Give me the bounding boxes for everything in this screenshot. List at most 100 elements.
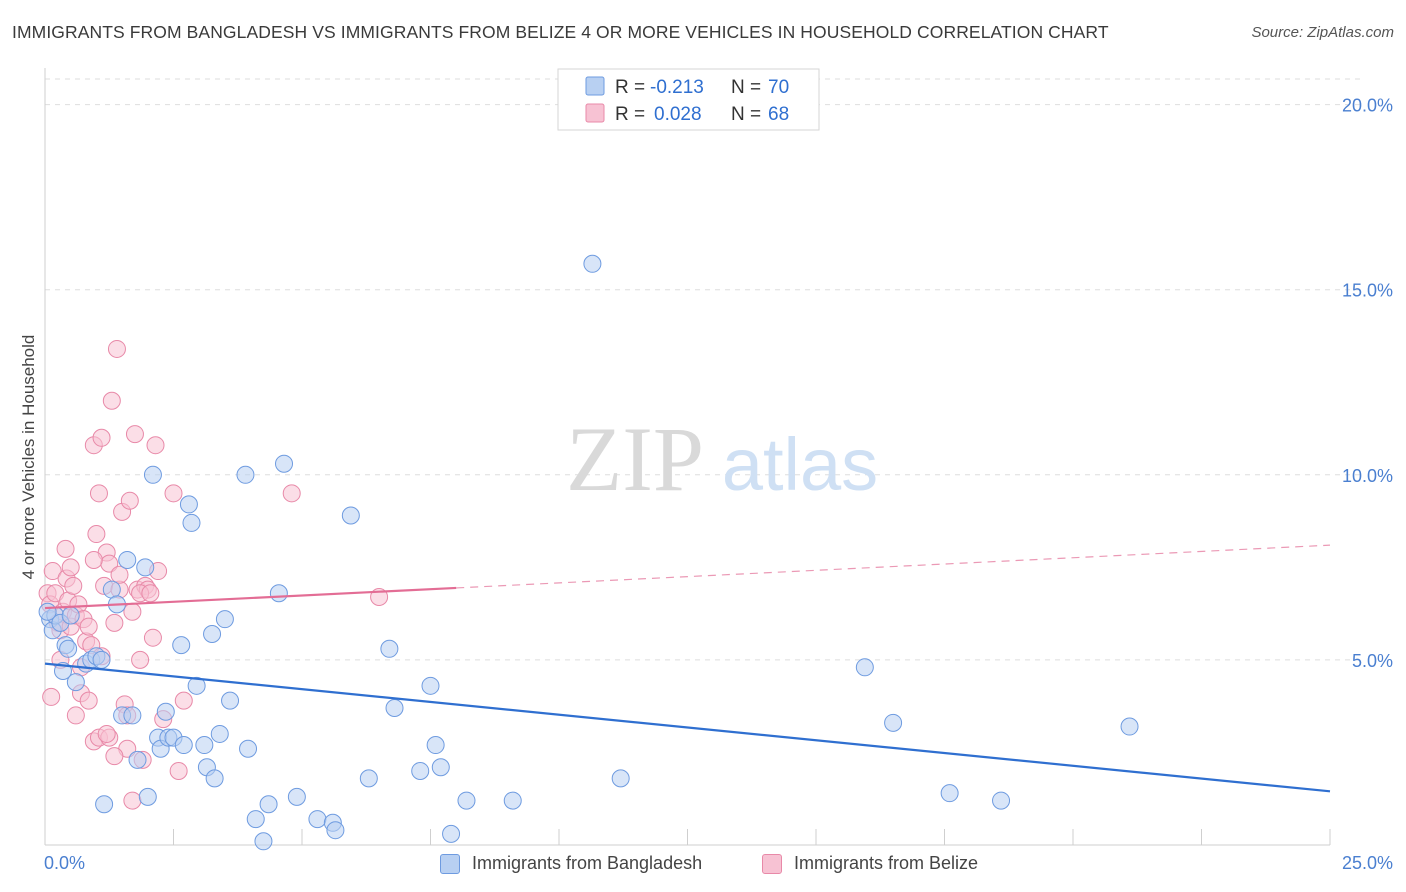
point-bangladesh-24: [156, 702, 175, 721]
point-belize-28: [102, 391, 121, 410]
point-bangladesh-17: [123, 706, 142, 725]
point-bangladesh-53: [385, 699, 404, 718]
chart-title: IMMIGRANTS FROM BANGLADESH VS IMMIGRANTS…: [12, 22, 1109, 42]
y-tick-label-0: 5.0%: [1352, 651, 1393, 671]
point-bangladesh-58: [442, 824, 461, 843]
point-bangladesh-12: [95, 795, 114, 814]
legend-n-value-belize: 68: [768, 104, 789, 125]
point-belize-35: [120, 491, 139, 510]
point-bangladesh-40: [239, 739, 258, 758]
point-bangladesh-6: [61, 606, 80, 625]
point-bangladesh-5: [59, 639, 78, 658]
point-bangladesh-28: [174, 736, 193, 755]
point-bangladesh-51: [359, 769, 378, 788]
point-bangladesh-65: [940, 784, 959, 803]
point-belize-58: [123, 791, 142, 810]
y-tick-label-1: 10.0%: [1342, 466, 1393, 486]
x-tick-label-1: 25.0%: [1342, 853, 1393, 873]
point-bangladesh-20: [138, 787, 157, 806]
x-tick-labels: 0.0% 25.0%: [44, 853, 1393, 873]
point-bangladesh-41: [246, 810, 265, 829]
source-label: Source: ZipAtlas.com: [1251, 24, 1394, 41]
point-bangladesh-61: [583, 254, 602, 273]
legend-r-label-belize: R =: [615, 104, 645, 125]
point-bangladesh-7: [66, 673, 85, 692]
x-tick-label-0: 0.0%: [44, 853, 85, 873]
point-belize-44: [146, 436, 165, 455]
series-bangladesh-points: [38, 254, 1139, 851]
point-bangladesh-30: [182, 513, 201, 532]
point-belize-18: [79, 617, 98, 636]
point-bangladesh-54: [411, 761, 430, 780]
grid-lines: [45, 78, 1365, 661]
trend-lines: [44, 544, 1331, 793]
point-belize-30: [107, 339, 126, 358]
point-bangladesh-49: [326, 821, 345, 840]
trend-line-bangladesh: [44, 662, 1331, 793]
point-belize-2: [42, 687, 61, 706]
point-bangladesh-35: [205, 769, 224, 788]
point-bangladesh-44: [269, 584, 288, 603]
point-bangladesh-47: [308, 810, 327, 829]
legend-swatch-bangladesh: [440, 853, 460, 874]
point-bangladesh-55: [421, 676, 440, 695]
point-bangladesh-39: [236, 465, 255, 484]
legend-n-value-bangladesh: 70: [768, 77, 789, 98]
point-belize-12: [64, 576, 83, 595]
point-bangladesh-29: [179, 495, 198, 514]
point-bangladesh-21: [143, 465, 162, 484]
point-belize-22: [89, 484, 108, 503]
y-tick-label-2: 15.0%: [1342, 281, 1393, 301]
point-bangladesh-46: [287, 787, 306, 806]
point-belize-57: [105, 747, 124, 766]
point-bangladesh-45: [275, 454, 294, 473]
point-bangladesh-19: [136, 558, 155, 577]
watermark-zip: ZIP: [566, 408, 704, 510]
point-belize-8: [56, 539, 75, 558]
point-bangladesh-32: [195, 736, 214, 755]
y-axis-label: 4 or more Vehicles in Household: [19, 335, 38, 580]
legend-label-bangladesh: Immigrants from Bangladesh: [472, 853, 703, 873]
point-belize-29: [105, 613, 124, 632]
legend-r-value-bangladesh: -0.213: [650, 77, 704, 98]
point-bangladesh-27: [172, 636, 191, 655]
point-bangladesh-52: [380, 639, 399, 658]
legend-swatch-belize: [585, 103, 605, 123]
point-bangladesh-43: [259, 795, 278, 814]
point-bangladesh-56: [426, 736, 445, 755]
point-belize-37: [125, 425, 144, 444]
point-belize-59: [61, 558, 80, 577]
legend-n-label-belize: N =: [731, 104, 761, 125]
legend-label-belize: Immigrants from Belize: [794, 853, 979, 873]
point-belize-52: [66, 706, 85, 725]
legend-n-label-bangladesh: N =: [731, 77, 761, 98]
point-bangladesh-42: [254, 832, 273, 851]
point-bangladesh-59: [457, 791, 476, 810]
legend-bottom: Immigrants from Bangladesh Immigrants fr…: [0, 850, 1406, 880]
legend-item-belize: Immigrants from Belize: [762, 853, 978, 874]
point-belize-43: [143, 628, 162, 647]
point-belize-49: [174, 691, 193, 710]
point-belize-23: [92, 428, 111, 447]
y-tick-labels: 5.0% 10.0% 15.0% 20.0%: [1342, 96, 1393, 671]
legend-swatch-belize: [762, 853, 782, 874]
point-belize-63: [110, 565, 129, 584]
point-bangladesh-57: [431, 758, 450, 777]
point-belize-39: [131, 650, 150, 669]
point-bangladesh-64: [884, 713, 903, 732]
point-bangladesh-36: [210, 724, 229, 743]
legend-swatch-bangladesh: [585, 76, 605, 96]
point-bangladesh-50: [341, 506, 360, 525]
trend-line-belize-extrapolated: [456, 544, 1331, 589]
point-belize-53: [79, 691, 98, 710]
watermark: ZIP atlas: [566, 408, 878, 510]
point-belize-36: [123, 602, 142, 621]
trend-line-belize: [44, 586, 457, 610]
point-bangladesh-37: [215, 610, 234, 629]
point-belize-47: [164, 484, 183, 503]
legend-r-label-bangladesh: R =: [615, 77, 645, 98]
point-belize-21: [87, 525, 106, 544]
point-bangladesh-31: [187, 676, 206, 695]
point-belize-67: [141, 584, 160, 603]
